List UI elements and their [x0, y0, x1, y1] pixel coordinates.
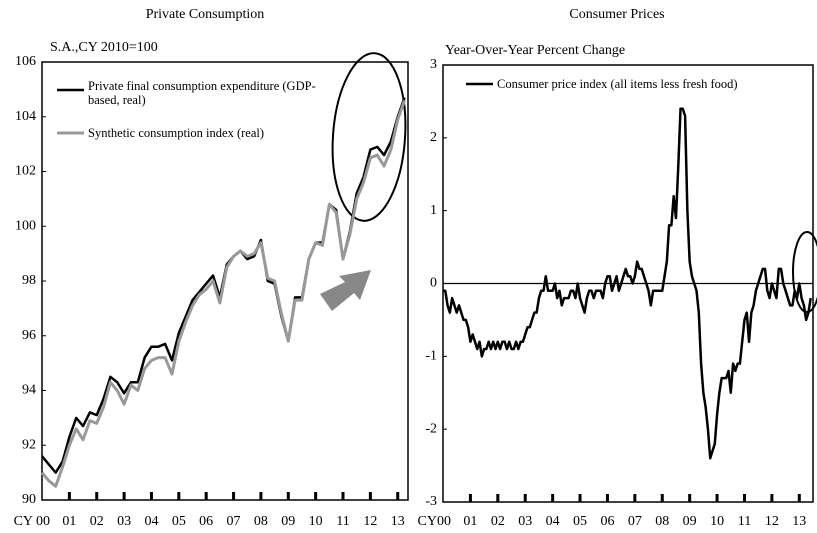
x-tick-label: 13	[391, 514, 405, 529]
y-tick-label: 92	[22, 437, 36, 452]
x-tick-label: 11	[336, 514, 349, 529]
y-tick-label: 96	[22, 328, 36, 343]
legend-label: Synthetic consumption index (real)	[88, 126, 265, 140]
x-tick-label: CY00	[418, 514, 451, 529]
y-tick-label: -1	[425, 349, 437, 364]
x-tick-label: 07	[227, 514, 241, 529]
y-tick-label: 1	[430, 203, 437, 218]
x-tick-label: 05	[573, 514, 587, 529]
x-tick-label: CY 00	[14, 514, 50, 529]
y-tick-label: 90	[22, 492, 36, 507]
y-tick-label: 0	[430, 276, 437, 291]
x-tick-label: 03	[518, 514, 532, 529]
y-tick-label: 2	[430, 130, 437, 145]
x-tick-label: 07	[628, 514, 642, 529]
subtitle: Year-Over-Year Percent Change	[445, 43, 625, 58]
x-tick-label: 05	[172, 514, 186, 529]
y-tick-label: 102	[15, 164, 36, 179]
y-tick-label: 104	[15, 109, 36, 124]
x-tick-label: 12	[765, 514, 779, 529]
x-tick-label: 11	[738, 514, 751, 529]
highlight-circle	[792, 231, 817, 313]
chart-title: Consumer Prices	[569, 7, 664, 22]
x-tick-label: 02	[491, 514, 505, 529]
y-tick-label: 100	[15, 218, 36, 233]
series-line	[40, 99, 406, 488]
y-tick-label: 3	[430, 57, 437, 72]
highlight-circle	[331, 52, 407, 222]
x-tick-label: 03	[117, 514, 131, 529]
legend-label: Consumer price index (all items less fre…	[497, 77, 738, 91]
x-tick-label: 04	[144, 514, 158, 529]
x-tick-label: 09	[683, 514, 697, 529]
x-tick-label: 06	[199, 514, 213, 529]
x-tick-label: 04	[546, 514, 560, 529]
arrow	[320, 270, 371, 311]
y-tick-label: 98	[22, 273, 36, 288]
legend-label: Private final consumption expenditure (G…	[88, 79, 316, 107]
x-tick-label: 08	[655, 514, 669, 529]
x-tick-label: 06	[600, 514, 614, 529]
x-tick-label: 01	[463, 514, 477, 529]
x-tick-label: 09	[281, 514, 295, 529]
x-tick-label: 10	[309, 514, 323, 529]
x-tick-label: 13	[792, 514, 806, 529]
x-tick-label: 08	[254, 514, 268, 529]
series-line	[443, 107, 812, 460]
x-tick-label: 12	[363, 514, 377, 529]
x-tick-label: 01	[62, 514, 76, 529]
y-tick-label: -2	[425, 421, 437, 436]
y-tick-label: 106	[15, 54, 36, 69]
x-tick-label: 02	[90, 514, 104, 529]
y-tick-label: 94	[22, 383, 36, 398]
x-tick-label: 10	[710, 514, 724, 529]
y-tick-label: -3	[425, 494, 437, 509]
subtitle: S.A.,CY 2010=100	[50, 40, 158, 55]
chart-title: Private Consumption	[146, 7, 265, 22]
